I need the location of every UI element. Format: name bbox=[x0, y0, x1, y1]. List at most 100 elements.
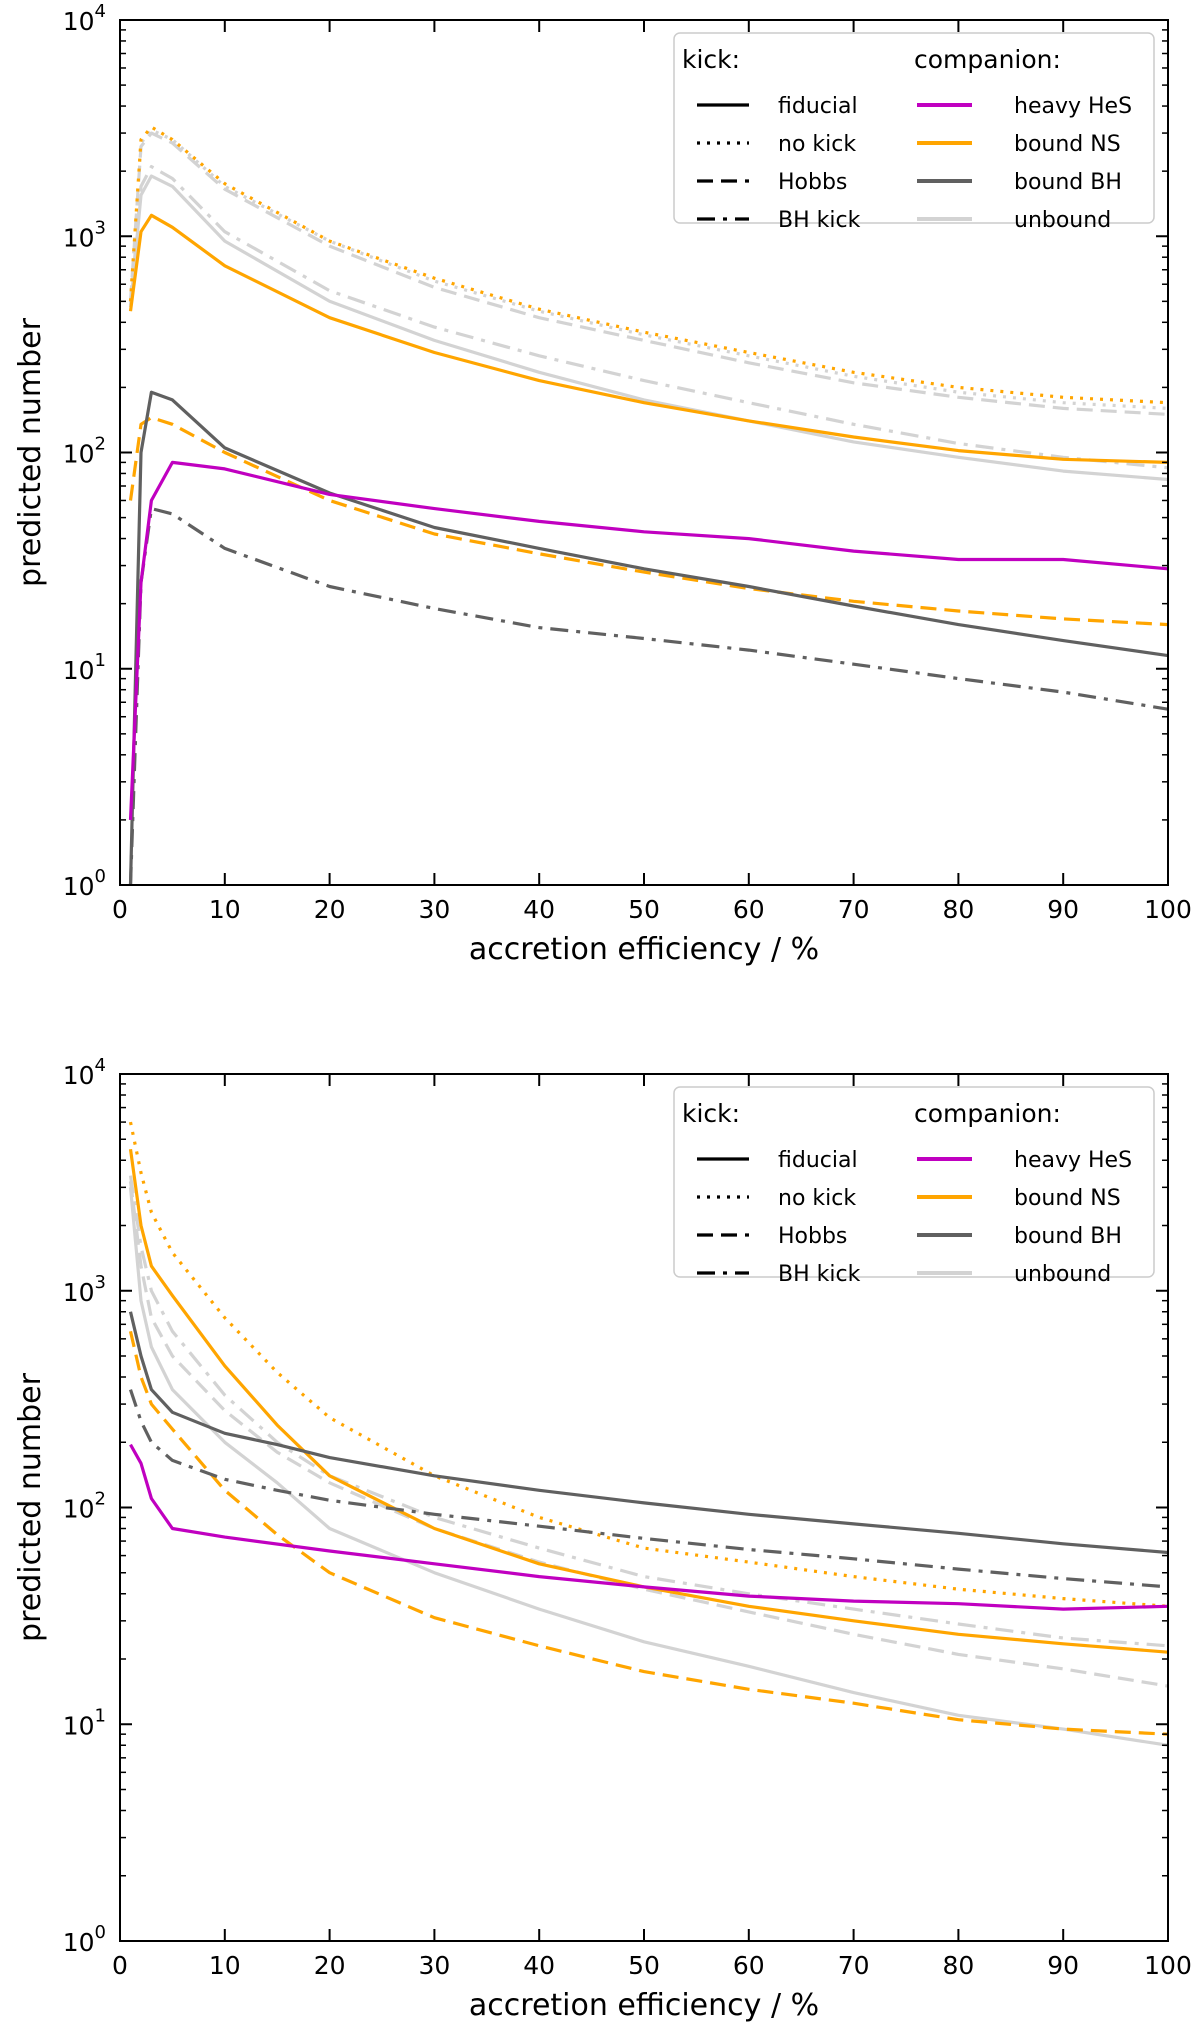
top-legend-kick-title: kick: bbox=[682, 45, 740, 74]
bottom-y-tick-label: 100 bbox=[63, 1922, 106, 1957]
bottom-ticks bbox=[119, 1073, 1169, 1942]
top-legend-box bbox=[673, 32, 1155, 224]
top-y-tick-label: 102 bbox=[63, 434, 106, 469]
top-series-bound-bh-fiducial bbox=[128, 390, 1168, 885]
top-legend: kick: companion: fiducial no kick Hobbs BH ki… bbox=[673, 32, 1155, 233]
bottom-x-tick-label: 70 bbox=[838, 1951, 870, 1980]
bottom-series-bound-bh-fiducial bbox=[128, 1311, 1168, 1555]
top-series-layer bbox=[128, 125, 1168, 885]
top-series-unbound-fiducial bbox=[128, 174, 1168, 482]
bottom-legend-companion-label: unbound bbox=[1014, 1262, 1111, 1287]
top-legend-companion-title: companion: bbox=[914, 45, 1061, 74]
top-y-tick-base: 10 bbox=[63, 872, 95, 901]
bottom-legend-box bbox=[673, 1086, 1155, 1278]
top-y-tick-label: 100 bbox=[63, 866, 106, 901]
bottom-legend-companion-label: heavy HeS bbox=[1014, 1148, 1132, 1173]
bottom-y-tick-base: 10 bbox=[63, 1711, 95, 1740]
top-legend-companion-label: unbound bbox=[1014, 208, 1111, 233]
bottom-series-layer bbox=[128, 1121, 1168, 1747]
bottom-x-tick-label: 80 bbox=[942, 1951, 974, 1980]
bottom-y-tick-base: 10 bbox=[63, 1061, 95, 1090]
bottom-x-tick-label: 0 bbox=[112, 1951, 128, 1980]
bottom-legend-kick-label: fiducial bbox=[778, 1148, 858, 1173]
bottom-y-axis-label: predicted number bbox=[13, 1372, 48, 1642]
top-y-tick-exponent: 1 bbox=[95, 650, 106, 671]
bottom-x-tick-label: 60 bbox=[733, 1951, 765, 1980]
top-x-tick-label: 20 bbox=[314, 895, 346, 924]
top-y-tick-base: 10 bbox=[63, 223, 95, 252]
top-series-heavy-hes-fiducial bbox=[128, 460, 1168, 820]
bottom-series-bound-ns-no-kick bbox=[128, 1121, 1168, 1608]
top-legend-kick-label: no kick bbox=[778, 132, 856, 157]
bottom-legend-kick-title: kick: bbox=[682, 1099, 740, 1128]
bottom-y-tick-base: 10 bbox=[63, 1928, 95, 1957]
bottom-y-tick-exponent: 2 bbox=[95, 1489, 106, 1510]
bottom-legend-kick-label: BH kick bbox=[778, 1262, 861, 1287]
bottom-series-unbound-bh-kick bbox=[128, 1175, 1168, 1648]
bottom-y-tick-label: 101 bbox=[63, 1705, 106, 1740]
top-series-bound-ns-hobbs bbox=[128, 416, 1168, 627]
bottom-legend-companion-label: bound NS bbox=[1014, 1186, 1121, 1211]
top-legend-companion-label: bound BH bbox=[1014, 170, 1122, 195]
bottom-legend-kick-label: Hobbs bbox=[778, 1224, 847, 1249]
bottom-series-bound-ns-fiducial bbox=[128, 1148, 1168, 1654]
bottom-y-tick-label: 104 bbox=[63, 1055, 106, 1090]
bottom-x-tick-label: 50 bbox=[628, 1951, 660, 1980]
top-legend-companion-label: bound NS bbox=[1014, 132, 1121, 157]
bottom-series-unbound-hobbs bbox=[128, 1181, 1168, 1688]
bottom-x-tick-label: 20 bbox=[314, 1951, 346, 1980]
top-series-bound-ns-no-kick bbox=[128, 125, 1168, 405]
top-y-tick-base: 10 bbox=[63, 7, 95, 36]
bottom-legend-companion-label: bound BH bbox=[1014, 1224, 1122, 1249]
top-x-tick-label: 30 bbox=[418, 895, 450, 924]
bottom-series-unbound-fiducial bbox=[128, 1187, 1168, 1747]
top-series-bound-bh-bh-kick bbox=[128, 507, 1168, 885]
top-y-tick-label: 103 bbox=[63, 217, 106, 252]
top-x-tick-label: 10 bbox=[209, 895, 241, 924]
bottom-y-tick-exponent: 1 bbox=[95, 1705, 106, 1726]
top-y-tick-exponent: 2 bbox=[95, 434, 106, 455]
top-legend-kick-label: fiducial bbox=[778, 94, 858, 119]
top-x-tick-label: 50 bbox=[628, 895, 660, 924]
top-x-tick-label: 70 bbox=[838, 895, 870, 924]
top-series-bound-ns-fiducial bbox=[128, 213, 1168, 464]
top-legend-kick-label: Hobbs bbox=[778, 170, 847, 195]
top-y-tick-label: 104 bbox=[63, 1, 106, 36]
top-x-tick-label: 90 bbox=[1047, 895, 1079, 924]
bottom-y-tick-label: 103 bbox=[63, 1272, 106, 1307]
top-x-tick-label: 80 bbox=[942, 895, 974, 924]
bottom-y-tick-base: 10 bbox=[63, 1495, 95, 1524]
top-legend-kick-label: BH kick bbox=[778, 208, 861, 233]
top-x-tick-label: 60 bbox=[733, 895, 765, 924]
bottom-y-tick-exponent: 4 bbox=[95, 1055, 106, 1076]
bottom-series-bound-bh-bh-kick bbox=[128, 1389, 1168, 1589]
bottom-y-tick-label: 102 bbox=[63, 1489, 106, 1524]
top-x-tick-label: 0 bbox=[112, 895, 128, 924]
top-x-axis-label: accretion efficiency / % bbox=[469, 932, 819, 967]
bottom-x-tick-label: 100 bbox=[1144, 1951, 1192, 1980]
bottom-x-tick-label: 10 bbox=[209, 1951, 241, 1980]
top-series-unbound-hobbs bbox=[128, 131, 1168, 416]
bottom-y-tick-base: 10 bbox=[63, 1278, 95, 1307]
bottom-x-tick-label: 90 bbox=[1047, 1951, 1079, 1980]
bottom-x-tick-label: 30 bbox=[418, 1951, 450, 1980]
top-y-tick-exponent: 0 bbox=[95, 866, 106, 887]
top-legend-companion-label: heavy HeS bbox=[1014, 94, 1132, 119]
bottom-series-bound-ns-hobbs bbox=[128, 1330, 1168, 1736]
top-ticks bbox=[119, 19, 1169, 886]
top-x-tick-label: 40 bbox=[523, 895, 555, 924]
top-y-tick-exponent: 3 bbox=[95, 217, 106, 238]
bottom-legend-companion-title: companion: bbox=[914, 1099, 1061, 1128]
bottom-legend-kick-label: no kick bbox=[778, 1186, 856, 1211]
bottom-series-heavy-hes-fiducial bbox=[129, 1443, 1168, 1611]
top-y-tick-base: 10 bbox=[63, 656, 95, 685]
bottom-y-tick-exponent: 0 bbox=[95, 1922, 106, 1943]
top-x-tick-label: 100 bbox=[1144, 895, 1192, 924]
bottom-x-tick-label: 40 bbox=[523, 1951, 555, 1980]
top-y-tick-exponent: 4 bbox=[95, 1, 106, 22]
